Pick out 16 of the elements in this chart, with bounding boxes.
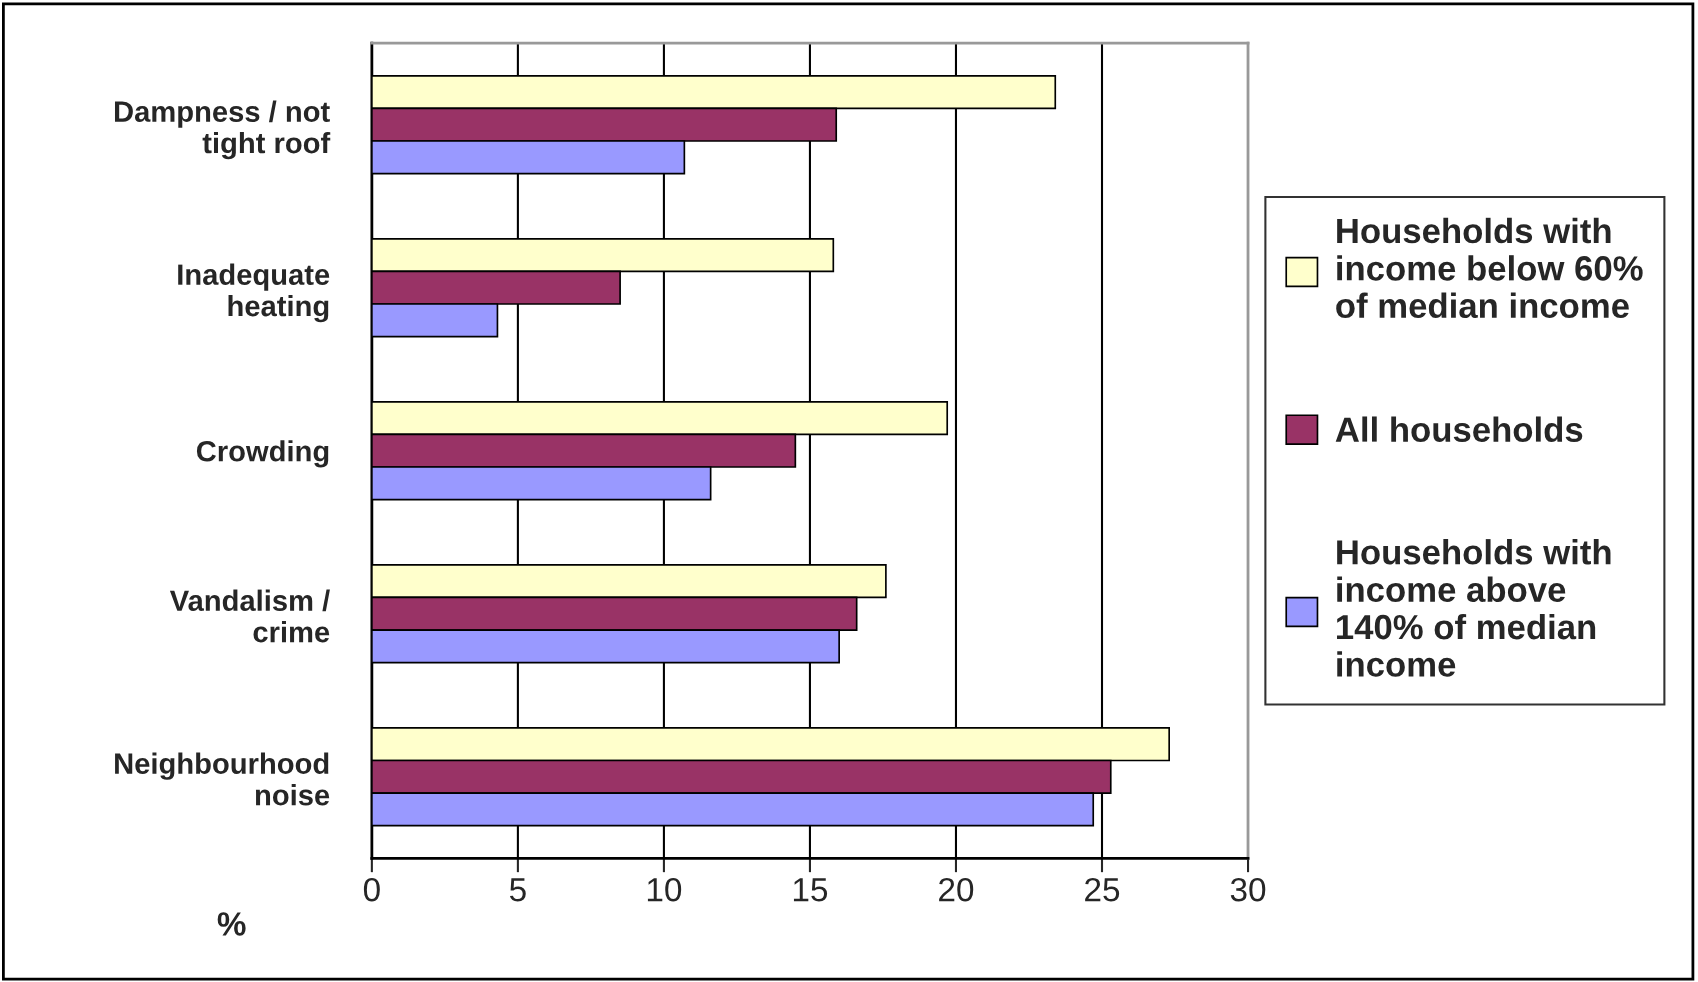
x-tick-label: 15 [793,878,828,902]
y-tick-label: Neighbourhood noise [115,752,330,806]
legend-label: All households [1335,416,1583,442]
y-tick-label: Inadequate heating [178,263,330,323]
x-tick-label: 25 [1085,877,1120,902]
x-axis-title: % [217,912,246,936]
legend-label: Households with income below 60% of median income [1336,217,1643,319]
x-tick-label: 20 [939,877,974,902]
x-tick-label: 10 [647,877,682,902]
y-tick-label: Crowding [196,440,329,468]
x-tick-label: 5 [509,878,526,902]
y-tick-label: Vandalism / crime [169,589,330,643]
legend-label: Households with income above 140% of median income [1337,539,1611,677]
y-tick-label: Dampness / not tight roof [114,100,331,160]
x-tick-label: 30 [1230,877,1266,902]
x-tick-label: 0 [363,877,380,902]
